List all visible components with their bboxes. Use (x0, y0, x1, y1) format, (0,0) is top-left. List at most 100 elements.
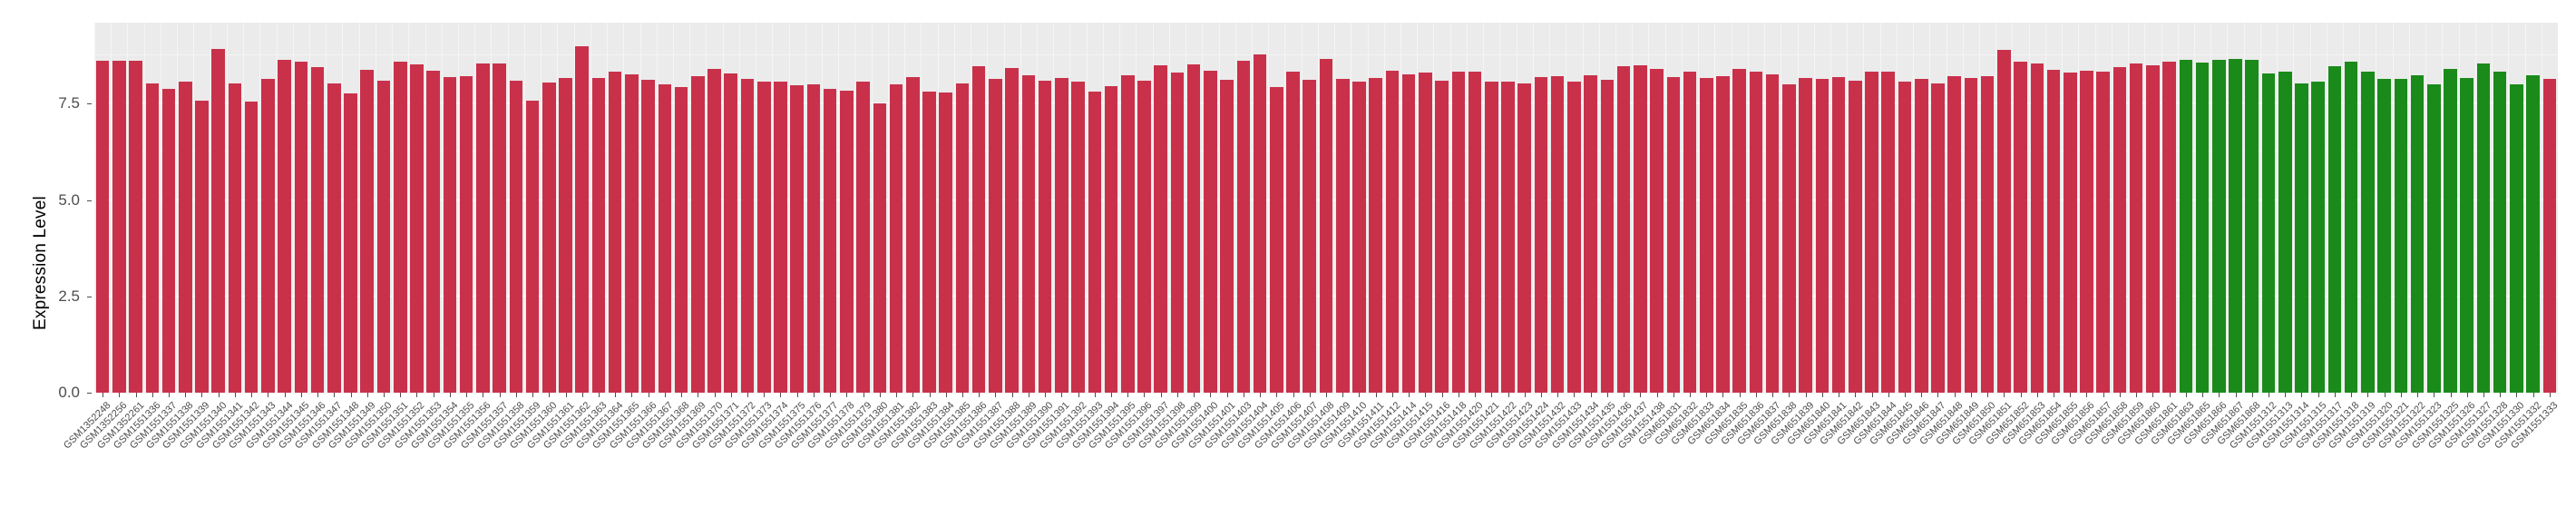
bar[interactable] (971, 66, 986, 393)
bar[interactable] (1666, 76, 1681, 393)
bar[interactable] (1468, 72, 1482, 393)
bar[interactable] (873, 103, 887, 393)
bar[interactable] (2444, 69, 2457, 393)
bar[interactable] (1517, 83, 1532, 393)
bar[interactable] (1501, 82, 1515, 393)
bar[interactable] (1335, 79, 1350, 393)
bar[interactable] (2476, 63, 2491, 393)
bar[interactable] (410, 63, 424, 393)
bar[interactable] (2394, 79, 2408, 393)
bar[interactable] (2410, 74, 2425, 393)
bar[interactable] (591, 78, 606, 393)
bar[interactable] (1104, 85, 1118, 393)
bar[interactable] (493, 63, 506, 393)
bar[interactable] (195, 100, 209, 393)
bar[interactable] (228, 83, 242, 393)
bar[interactable] (1749, 72, 1763, 393)
bar[interactable] (740, 78, 755, 393)
bar[interactable] (1236, 60, 1251, 393)
bar[interactable] (2063, 73, 2077, 393)
bar[interactable] (112, 61, 126, 393)
bar[interactable] (2295, 83, 2308, 393)
bar[interactable] (2311, 81, 2325, 393)
bar[interactable] (2229, 58, 2242, 393)
bar[interactable] (2327, 65, 2342, 393)
bar[interactable] (2542, 78, 2557, 393)
bar[interactable] (459, 75, 473, 393)
bar[interactable] (575, 46, 590, 393)
bar[interactable] (1170, 72, 1185, 393)
bar[interactable] (2162, 61, 2176, 393)
bar[interactable] (989, 79, 1002, 393)
bar[interactable] (2493, 72, 2507, 393)
bar[interactable] (1650, 69, 1664, 393)
bar[interactable] (2014, 61, 2027, 393)
bar[interactable] (2261, 73, 2276, 393)
bar[interactable] (641, 79, 655, 393)
bar[interactable] (1683, 71, 1697, 393)
bar[interactable] (823, 89, 837, 393)
bar[interactable] (790, 85, 804, 393)
bar[interactable] (542, 83, 556, 393)
bar[interactable] (1716, 76, 1730, 393)
bar[interactable] (360, 69, 375, 393)
bar[interactable] (145, 83, 160, 393)
bar[interactable] (211, 48, 225, 393)
bar[interactable] (1303, 80, 1317, 393)
bar[interactable] (1914, 78, 1928, 393)
bar[interactable] (1055, 77, 1068, 393)
bar[interactable] (2179, 60, 2193, 393)
bar[interactable] (344, 93, 357, 393)
bar[interactable] (178, 82, 192, 393)
bar[interactable] (1385, 71, 1400, 393)
bar[interactable] (2146, 64, 2160, 393)
bar[interactable] (2460, 78, 2474, 393)
bar[interactable] (691, 75, 705, 393)
bar[interactable] (1021, 75, 1036, 393)
bar[interactable] (244, 102, 259, 393)
bar[interactable] (1567, 81, 1581, 393)
bar[interactable] (1699, 77, 1713, 393)
bar[interactable] (1419, 73, 1432, 393)
bar[interactable] (1634, 64, 1647, 393)
bar[interactable] (922, 91, 936, 393)
bar[interactable] (1352, 81, 1366, 393)
bar[interactable] (2212, 60, 2226, 393)
bar[interactable] (2344, 61, 2358, 393)
bar[interactable] (1831, 76, 1846, 393)
bar[interactable] (2113, 67, 2127, 393)
bar[interactable] (261, 79, 275, 393)
bar[interactable] (2129, 63, 2143, 393)
bar[interactable] (906, 76, 920, 393)
bar[interactable] (1980, 76, 1995, 393)
bar[interactable] (1600, 79, 1615, 393)
bar[interactable] (1997, 49, 2011, 393)
bar[interactable] (889, 84, 903, 393)
bar[interactable] (1865, 71, 1878, 393)
bar[interactable] (939, 92, 953, 393)
bar[interactable] (1931, 83, 1945, 393)
bar[interactable] (674, 86, 688, 393)
bar[interactable] (1616, 66, 1631, 393)
bar[interactable] (1088, 91, 1102, 393)
bar[interactable] (278, 60, 291, 393)
bar[interactable] (1964, 78, 1978, 393)
bar[interactable] (476, 63, 490, 393)
bar[interactable] (724, 73, 738, 393)
bar[interactable] (1286, 72, 1300, 393)
bar[interactable] (1732, 69, 1746, 393)
bar[interactable] (1319, 58, 1333, 393)
bar[interactable] (1782, 84, 1796, 393)
bar[interactable] (1765, 73, 1780, 393)
bar[interactable] (393, 61, 407, 393)
bar[interactable] (707, 69, 721, 393)
bar[interactable] (1584, 75, 1597, 393)
bar[interactable] (129, 60, 142, 393)
bar[interactable] (1401, 74, 1416, 393)
bar[interactable] (1550, 75, 1565, 393)
bar[interactable] (840, 90, 854, 393)
bar[interactable] (1947, 75, 1961, 393)
bar[interactable] (1451, 71, 1466, 393)
bar[interactable] (2245, 60, 2259, 393)
bar[interactable] (294, 62, 308, 393)
